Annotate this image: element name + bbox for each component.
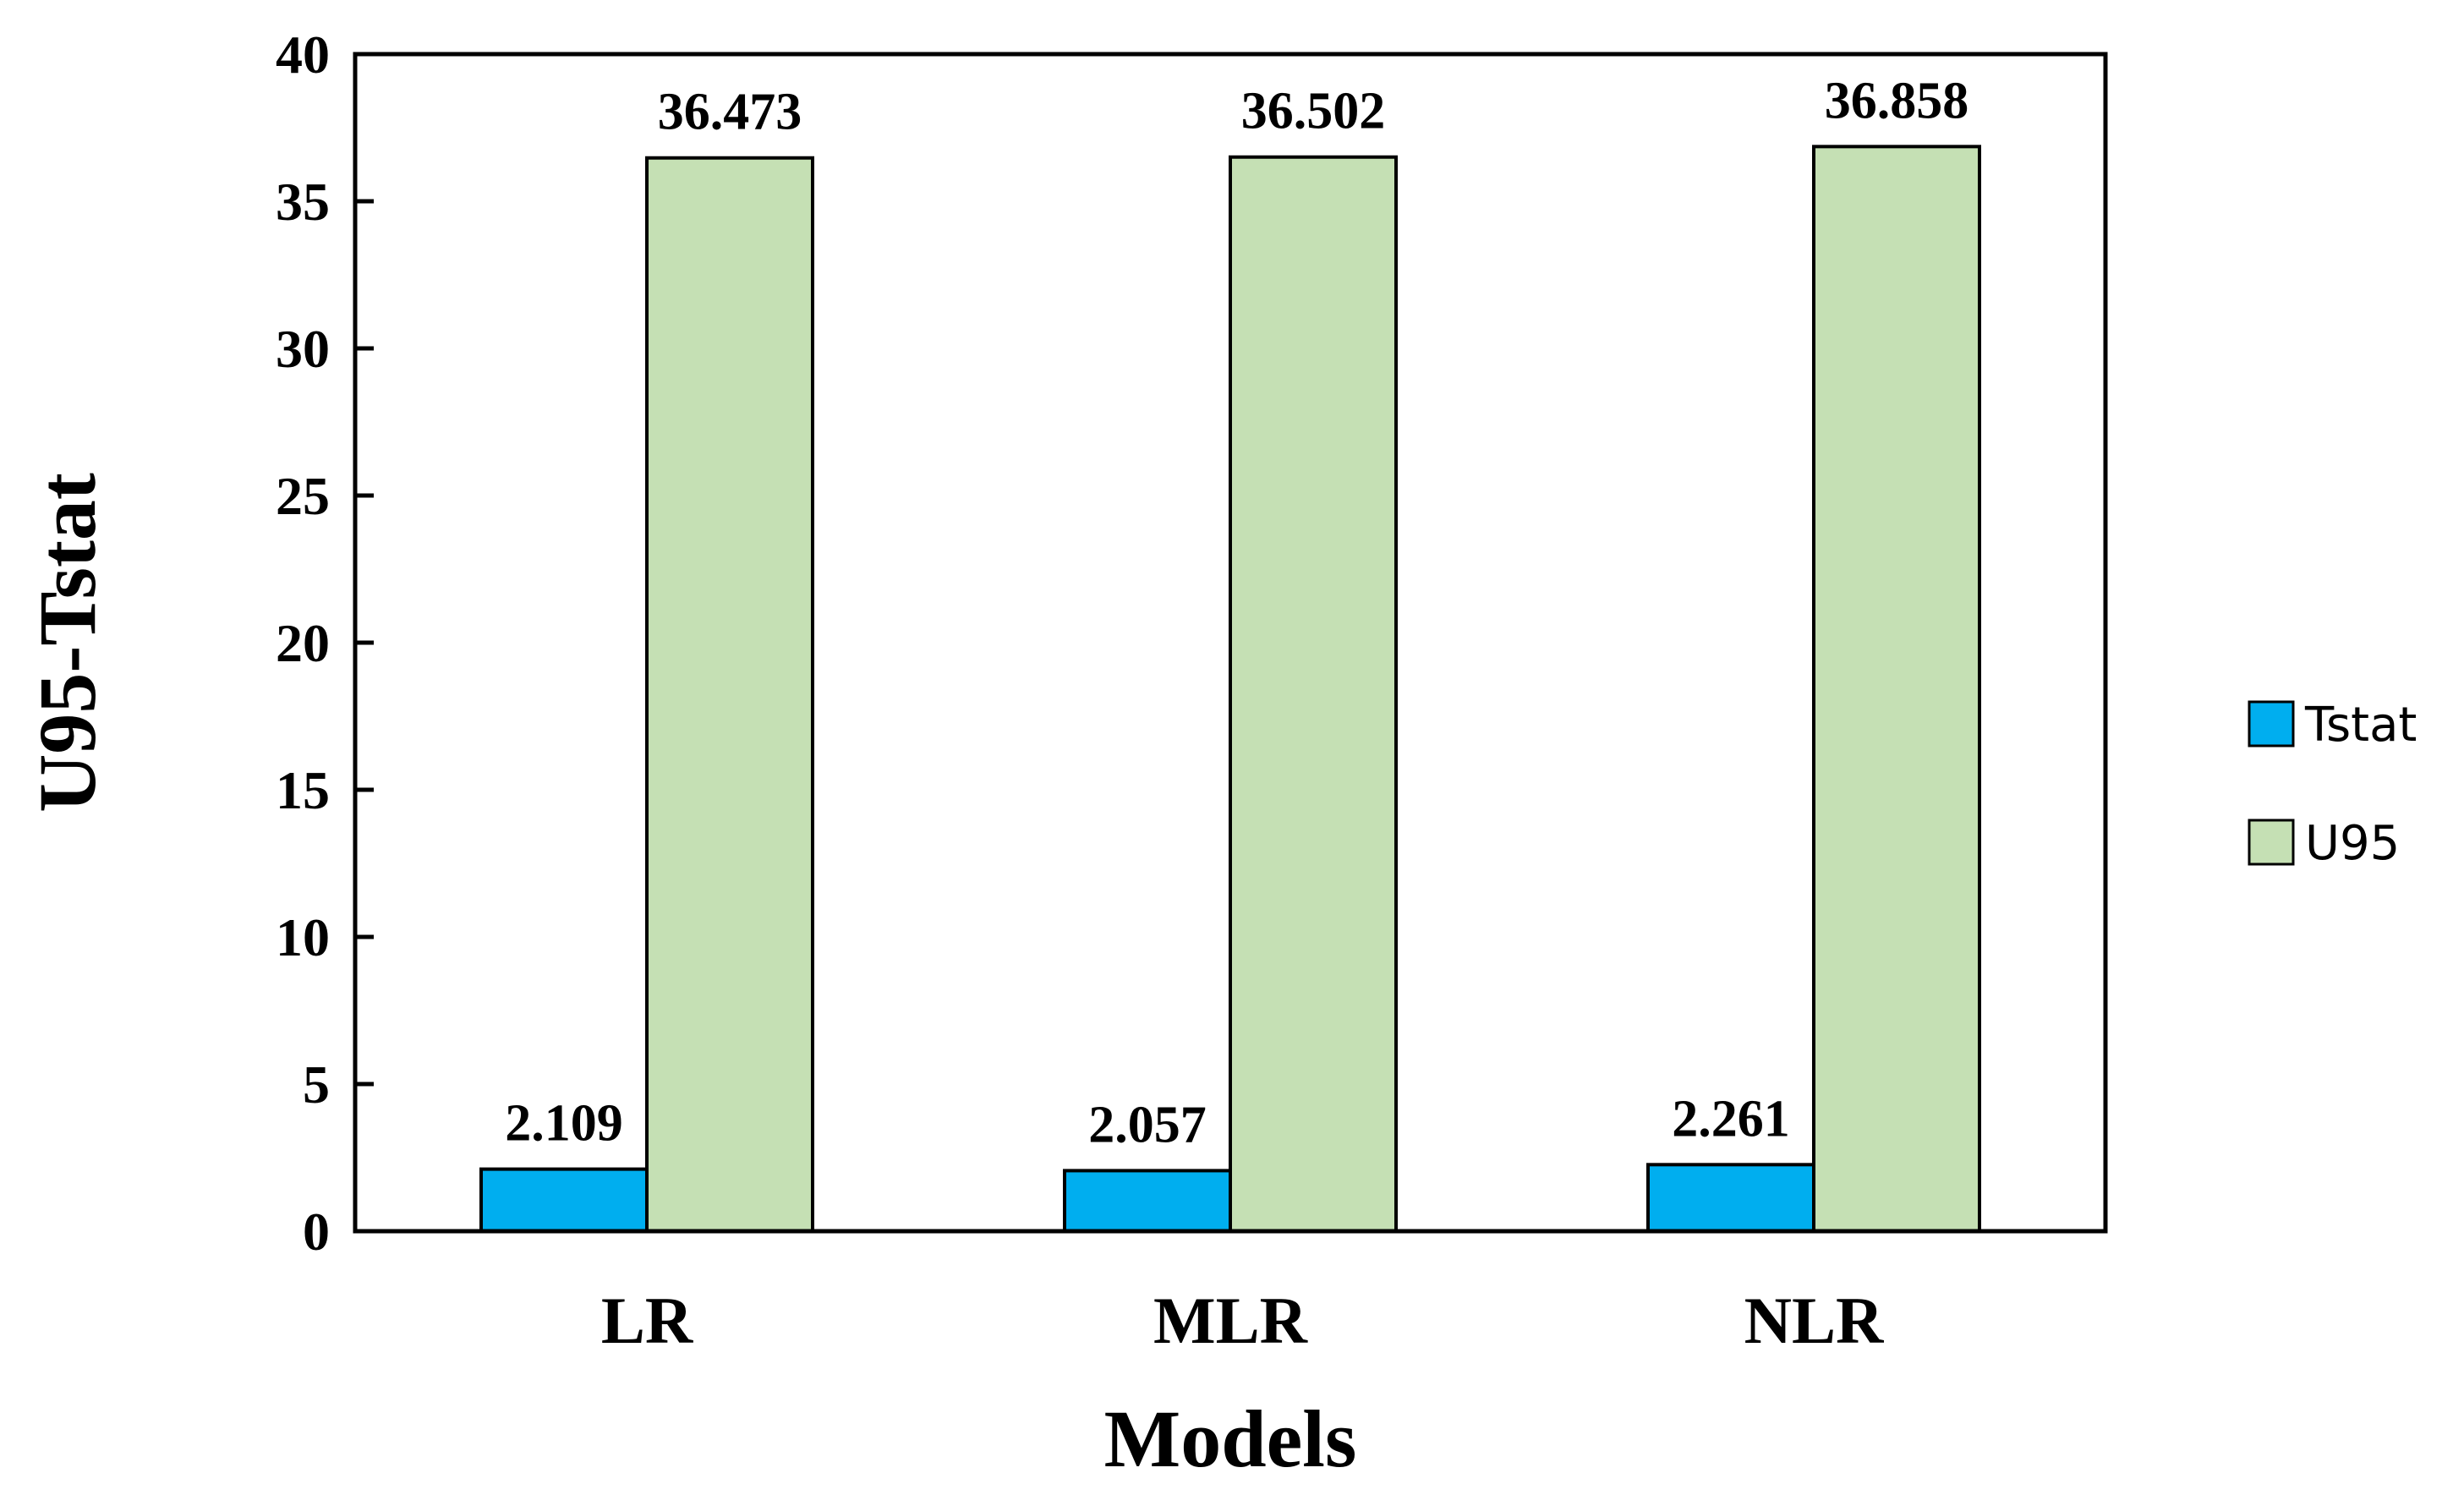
- y-tick-label: 20: [276, 613, 330, 673]
- data-label-u95-nlr: 36.858: [1825, 72, 1969, 129]
- data-label-tstat-mlr: 2.057: [1088, 1096, 1207, 1153]
- y-axis-title: U95-Tstat: [22, 473, 112, 813]
- data-label-u95-lr: 36.473: [658, 84, 802, 141]
- legend: Tstat U95: [2248, 698, 2417, 871]
- data-label-u95-mlr: 36.502: [1241, 83, 1386, 140]
- x-axis-title: Models: [1104, 1394, 1357, 1484]
- y-tick-label: 5: [303, 1054, 330, 1114]
- bar-tstat-mlr: [1063, 1169, 1232, 1233]
- x-category-label: NLR: [1744, 1284, 1885, 1357]
- bar-u95-lr: [645, 156, 814, 1233]
- bar-u95-nlr: [1812, 145, 1981, 1234]
- x-category-label: LR: [601, 1284, 694, 1357]
- bars-layer: [479, 145, 1981, 1234]
- y-tick-label: 30: [276, 319, 330, 379]
- data-labels: 2.109 36.473 2.057 36.502 2.261 36.858: [505, 72, 1968, 1153]
- legend-label-tstat: Tstat: [2304, 698, 2417, 753]
- legend-swatch-u95: [2248, 819, 2295, 866]
- y-tick-label: 0: [303, 1202, 330, 1262]
- legend-label-u95: U95: [2305, 816, 2400, 871]
- y-axis-ticks: 0 5 10 15 20 25 30 35 40: [276, 25, 374, 1262]
- y-tick-label: 15: [276, 760, 330, 820]
- bar-u95-mlr: [1229, 155, 1398, 1234]
- legend-swatch-tstat: [2248, 700, 2295, 748]
- y-tick-label: 35: [276, 172, 330, 232]
- bar-tstat-nlr: [1646, 1163, 1815, 1234]
- data-label-tstat-nlr: 2.261: [1672, 1090, 1790, 1147]
- y-tick-label: 25: [276, 466, 330, 526]
- bar-tstat-lr: [479, 1167, 649, 1234]
- x-category-label: MLR: [1153, 1284, 1309, 1357]
- x-axis-categories: LR MLR NLR: [601, 1284, 1885, 1357]
- y-tick-label: 40: [276, 25, 330, 85]
- y-tick-label: 10: [276, 907, 330, 967]
- data-label-tstat-lr: 2.109: [505, 1095, 623, 1153]
